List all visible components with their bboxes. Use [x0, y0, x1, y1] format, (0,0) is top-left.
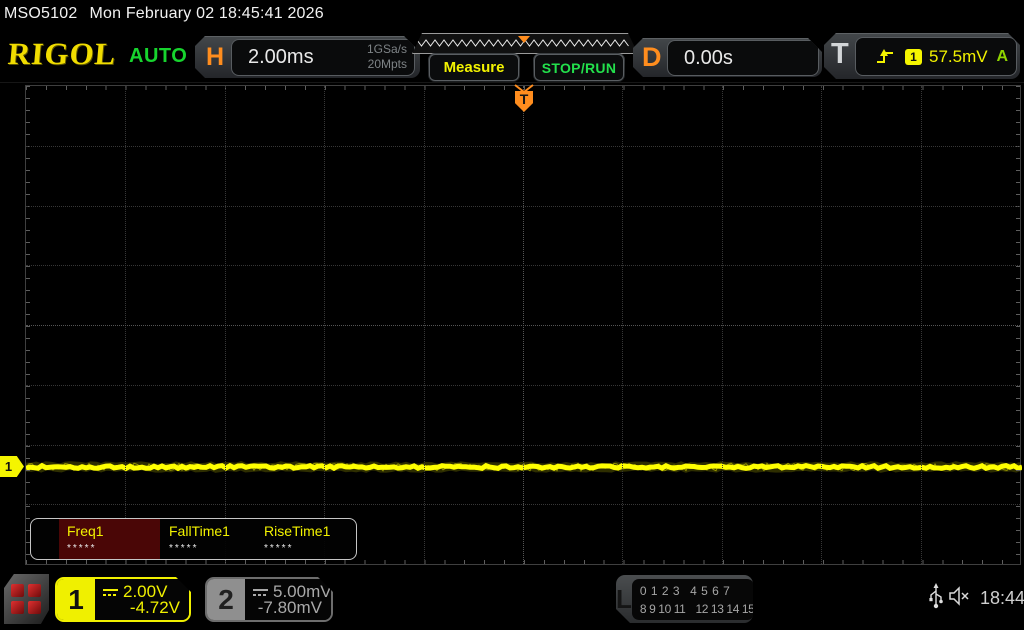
- delay-label: D: [642, 42, 662, 72]
- measurement-cell-freq1[interactable]: Freq1 *****: [59, 519, 160, 559]
- logic-channel-numbers: 0 1 2 3 4 5 6 7 8 9 10 11 12 13 14 15: [632, 579, 755, 620]
- channel1-status-block[interactable]: 1 2.00V -4.72V: [55, 577, 191, 622]
- speaker-muted-icon: [949, 586, 969, 606]
- logic-group-12-15: 12 13 14 15: [695, 601, 755, 616]
- horizontal-settings-block[interactable]: H 2.00ms 1GSa/s 20Mpts: [195, 36, 420, 78]
- sample-rate-display: 1GSa/s 20Mpts: [367, 42, 407, 72]
- bottom-bar: 1 2.00V -4.72V 2 5.00mV -7.80mV L: [0, 570, 1024, 630]
- dc-coupling-icon: [253, 589, 268, 596]
- channel2-number: 2: [207, 579, 245, 620]
- timebase-display[interactable]: 2.00ms 1GSa/s 20Mpts: [231, 39, 415, 76]
- measurement-label: RiseTime1: [264, 523, 331, 539]
- datetime: Mon February 02 18:45:41 2026: [89, 5, 324, 22]
- logic-channels-block[interactable]: L 0 1 2 3 4 5 6 7 8 9 10 11 12 13 14 15: [616, 575, 753, 623]
- trigger-sweep-mode: A: [996, 47, 1008, 65]
- measurement-value: *****: [67, 543, 97, 554]
- gridline: [26, 145, 1020, 147]
- channel2-offset-value: -7.80mV: [257, 598, 322, 617]
- measurement-cell-falltime1[interactable]: FallTime1 *****: [161, 519, 262, 559]
- delay-value: 0.00s: [684, 46, 733, 69]
- logic-label: L: [616, 583, 632, 614]
- dc-coupling-icon: [103, 589, 118, 596]
- channel1-offset-value: -4.72V: [129, 598, 180, 617]
- timebase-value: 2.00ms: [248, 46, 314, 68]
- waveform-position-strip[interactable]: [412, 33, 638, 54]
- model-name: MSO5102: [4, 5, 78, 22]
- measure-button[interactable]: Measure: [428, 53, 520, 82]
- channel2-scale-value: 5.00mV: [273, 582, 332, 601]
- memory-depth: 20Mpts: [367, 57, 407, 71]
- zigzag-waveform-icon: [413, 34, 635, 51]
- graticule: [25, 85, 1023, 565]
- menu-grid-icon: [11, 583, 42, 615]
- rising-edge-trigger-icon: [876, 48, 894, 65]
- trigger-source-badge: 1: [905, 49, 922, 65]
- channel1-scale-value: 2.00V: [123, 582, 168, 601]
- channel1-offset-marker[interactable]: 1: [0, 456, 24, 477]
- menu-grid-button[interactable]: [4, 574, 49, 624]
- stop-run-button[interactable]: STOP/RUN: [533, 53, 625, 82]
- gridline: [26, 444, 1020, 446]
- stop-run-button-label: STOP/RUN: [541, 59, 617, 76]
- trigger-display[interactable]: 1 57.5mV A: [855, 37, 1017, 76]
- gridline: [26, 504, 1020, 506]
- gridline: [26, 205, 1020, 207]
- channel1-number: 1: [57, 579, 95, 620]
- usb-icon: [929, 583, 943, 609]
- logic-group-4-7: 4 5 6 7: [690, 583, 731, 598]
- clock[interactable]: 18:44: [980, 588, 1024, 608]
- measurement-label: FallTime1: [169, 523, 230, 539]
- channel1-scale: 2.00V: [103, 582, 167, 602]
- logic-group-8-11: 8 9 10 11: [639, 601, 686, 616]
- channel2-status-block[interactable]: 2 5.00mV -7.80mV: [205, 577, 333, 622]
- acquire-mode-label: AUTO: [129, 45, 188, 67]
- gridline: [26, 384, 1020, 386]
- channel1-waveform: [25, 461, 1023, 473]
- logic-group-0-3: 0 1 2 3: [639, 583, 681, 598]
- trigger-settings-block[interactable]: T 1 57.5mV A: [824, 33, 1020, 79]
- trigger-level-value: 57.5mV: [929, 46, 988, 66]
- trigger-position-marker[interactable]: T: [515, 91, 533, 112]
- gridline: [26, 325, 1020, 326]
- measurement-value: *****: [264, 543, 294, 554]
- sample-rate: 1GSa/s: [366, 42, 407, 56]
- measurement-cell-risetime1[interactable]: RiseTime1 *****: [256, 519, 356, 559]
- measurement-value: *****: [169, 543, 199, 554]
- delay-settings-block[interactable]: D 0.00s: [633, 38, 822, 77]
- channel2-scale: 5.00mV: [253, 582, 332, 602]
- status-bar: MSO5102 Mon February 02 18:45:41 2026: [4, 5, 324, 23]
- measurement-label: Freq1: [67, 523, 104, 539]
- horizontal-label: H: [206, 43, 225, 71]
- measurement-results-box[interactable]: Freq1 ***** FallTime1 ***** RiseTime1 **…: [30, 518, 357, 560]
- gridline: [26, 265, 1020, 267]
- rigol-logo: RIGOL: [6, 36, 118, 71]
- trigger-label: T: [831, 38, 849, 70]
- measure-button-label: Measure: [443, 59, 505, 76]
- delay-display[interactable]: 0.00s: [667, 40, 819, 76]
